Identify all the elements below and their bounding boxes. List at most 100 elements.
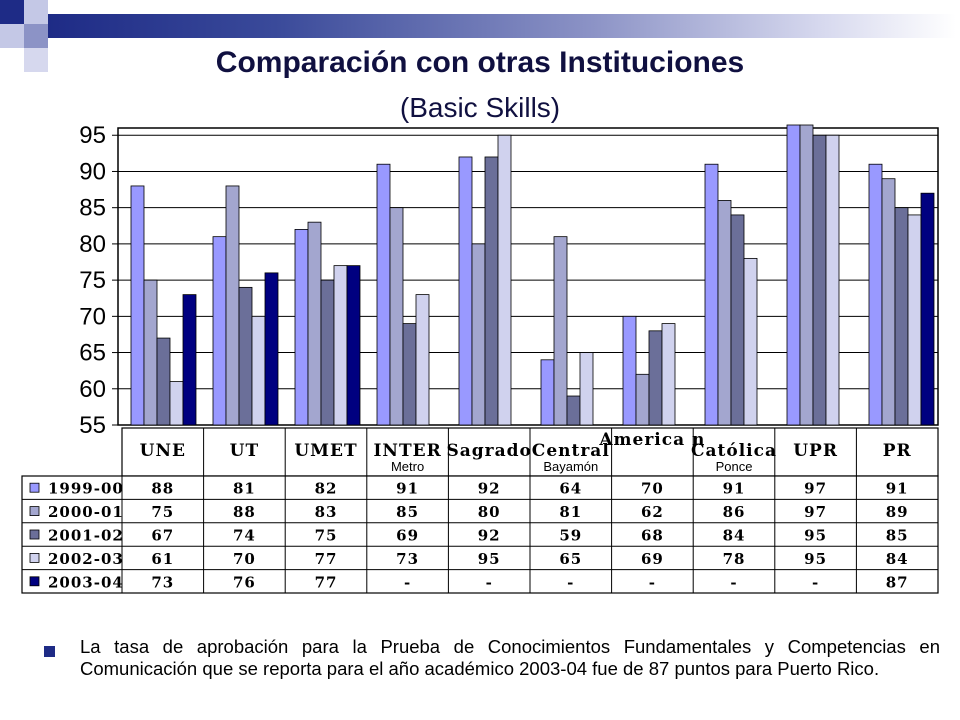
bar — [540, 359, 555, 426]
data-label: 87 — [886, 573, 909, 591]
legend-swatch — [29, 482, 40, 493]
data-label: 84 — [886, 550, 909, 568]
data-label: 77 — [315, 550, 338, 568]
bar — [182, 294, 197, 426]
y-tick-label: 65 — [79, 340, 106, 367]
legend-swatch — [29, 529, 40, 540]
data-label: 69 — [396, 527, 419, 545]
data-label: 95 — [804, 527, 827, 545]
bar — [333, 265, 348, 426]
y-tick-label: 60 — [79, 376, 106, 403]
data-label: 97 — [804, 503, 827, 521]
bar — [415, 294, 430, 426]
data-label: - — [730, 573, 737, 591]
bar — [704, 163, 719, 426]
category-label: UMET — [294, 441, 357, 461]
data-label: 84 — [723, 527, 746, 545]
bar — [294, 229, 309, 426]
bar — [812, 134, 827, 426]
bar — [717, 200, 732, 426]
data-label: 83 — [315, 503, 338, 521]
category-label: America n — [598, 430, 705, 450]
decoration-square — [0, 0, 24, 24]
data-label: 85 — [886, 527, 909, 545]
data-label: 91 — [723, 480, 746, 498]
data-label: 86 — [723, 503, 746, 521]
data-label: 91 — [886, 480, 909, 498]
data-label: - — [812, 573, 819, 591]
data-label: 85 — [396, 503, 419, 521]
data-label: 82 — [315, 480, 338, 498]
legend-swatch — [29, 576, 40, 587]
bar — [346, 265, 361, 426]
bar — [743, 257, 758, 426]
data-label: 76 — [233, 573, 256, 591]
y-tick-label: 55 — [79, 412, 106, 439]
bar — [389, 207, 404, 426]
data-label: 74 — [233, 527, 256, 545]
bar — [169, 381, 184, 426]
bar — [238, 286, 253, 426]
decoration-square — [24, 0, 48, 24]
y-tick-label: 90 — [79, 158, 106, 185]
legend-label: 2003-04 — [48, 573, 124, 591]
bar — [881, 178, 896, 426]
bar — [264, 272, 279, 426]
table-body-frame — [21, 475, 939, 594]
data-label: 61 — [151, 550, 174, 568]
header-decoration-bar — [48, 14, 956, 38]
bar — [786, 124, 801, 426]
data-label: - — [649, 573, 656, 591]
data-label: 69 — [641, 550, 664, 568]
data-label: 62 — [641, 503, 664, 521]
bar — [130, 185, 145, 426]
bar — [730, 214, 745, 426]
bar — [212, 236, 227, 426]
data-label: 73 — [151, 573, 174, 591]
y-tick-label: 80 — [79, 231, 106, 258]
data-label: 95 — [478, 550, 501, 568]
category-sublabel: Metro — [391, 459, 424, 474]
data-label: 97 — [804, 480, 827, 498]
bar — [553, 236, 568, 426]
category-label: UNE — [140, 441, 186, 461]
data-label: - — [486, 573, 493, 591]
data-label: 81 — [233, 480, 256, 498]
category-label: UT — [230, 441, 259, 461]
bar — [579, 352, 594, 426]
bar — [320, 279, 335, 426]
category-label: Sagrado — [447, 441, 532, 461]
data-label: 59 — [559, 527, 582, 545]
bar — [251, 315, 266, 426]
legend-label: 1999-00 — [48, 480, 124, 498]
data-label: 70 — [233, 550, 256, 568]
data-label: 67 — [151, 527, 174, 545]
bar — [907, 214, 922, 426]
category-label: Central — [532, 441, 610, 461]
bar — [156, 337, 171, 426]
data-label: 75 — [151, 503, 174, 521]
data-label: 70 — [641, 480, 664, 498]
bar — [799, 124, 814, 426]
bar — [471, 243, 486, 426]
y-tick-label: 70 — [79, 303, 106, 330]
category-label: INTER — [373, 441, 441, 461]
category-label: Católica — [691, 441, 777, 461]
y-tick-label: 95 — [79, 122, 106, 149]
data-label: - — [404, 573, 411, 591]
bar — [566, 395, 581, 426]
y-tick-label: 85 — [79, 195, 106, 222]
category-label: PR — [883, 441, 912, 461]
bar — [225, 185, 240, 426]
bar — [894, 207, 909, 426]
bar — [376, 163, 391, 426]
data-label: 78 — [723, 550, 746, 568]
data-label: 65 — [559, 550, 582, 568]
legend-label: 2002-03 — [48, 550, 124, 568]
data-label: 88 — [151, 480, 174, 498]
bar — [661, 323, 676, 426]
category-sublabel: Ponce — [716, 459, 753, 474]
bar — [497, 134, 512, 426]
bar — [143, 279, 158, 426]
